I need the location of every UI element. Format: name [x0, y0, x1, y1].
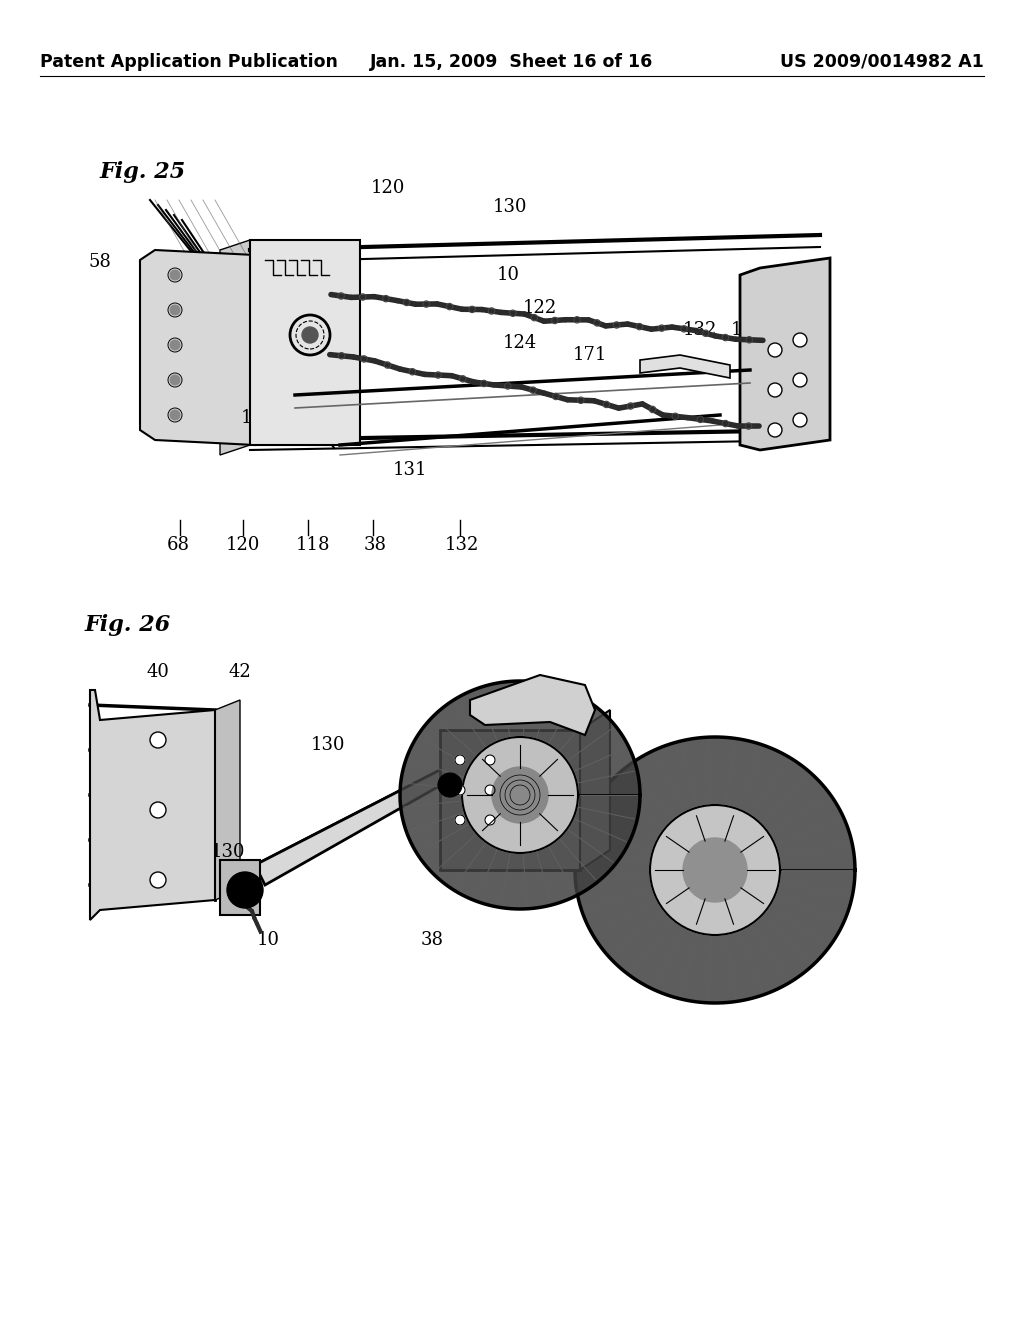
Polygon shape	[255, 770, 450, 884]
Circle shape	[170, 271, 180, 280]
Polygon shape	[90, 690, 215, 920]
Circle shape	[768, 383, 782, 397]
Text: 130: 130	[211, 843, 246, 861]
Text: Fig. 26: Fig. 26	[85, 614, 171, 636]
Polygon shape	[215, 700, 240, 900]
Text: 134: 134	[731, 321, 765, 339]
Circle shape	[233, 878, 257, 902]
Circle shape	[455, 785, 465, 795]
Text: 58: 58	[88, 253, 112, 271]
Bar	[440, 730, 580, 870]
Circle shape	[683, 838, 746, 902]
Polygon shape	[140, 249, 255, 445]
Text: Fig. 25: Fig. 25	[100, 161, 186, 183]
Text: 68: 68	[167, 536, 189, 554]
Text: 132: 132	[683, 321, 717, 339]
Circle shape	[485, 755, 495, 766]
Circle shape	[150, 803, 166, 818]
Circle shape	[650, 805, 780, 935]
Text: Jan. 15, 2009  Sheet 16 of 16: Jan. 15, 2009 Sheet 16 of 16	[371, 53, 653, 71]
Circle shape	[442, 777, 458, 793]
Circle shape	[793, 333, 807, 347]
Circle shape	[768, 422, 782, 437]
Text: 38: 38	[421, 931, 443, 949]
Circle shape	[462, 737, 578, 853]
Circle shape	[170, 305, 180, 315]
Circle shape	[239, 884, 251, 896]
Polygon shape	[470, 675, 595, 735]
Bar	[250, 240, 360, 445]
Text: 118: 118	[296, 536, 331, 554]
Text: 134: 134	[442, 829, 477, 847]
Bar	[220, 861, 260, 915]
Polygon shape	[575, 737, 855, 1003]
Circle shape	[170, 341, 180, 350]
Text: 130: 130	[241, 409, 275, 426]
Polygon shape	[220, 240, 250, 455]
Text: 120: 120	[226, 536, 260, 554]
Text: 120: 120	[371, 180, 406, 197]
Circle shape	[455, 755, 465, 766]
Circle shape	[150, 733, 166, 748]
Text: 10: 10	[497, 267, 519, 284]
Polygon shape	[740, 257, 830, 450]
Circle shape	[492, 767, 548, 822]
Text: 130: 130	[493, 198, 527, 216]
Text: 38: 38	[364, 536, 386, 554]
Text: 122: 122	[523, 300, 557, 317]
Text: 171: 171	[572, 346, 607, 364]
Polygon shape	[640, 355, 730, 378]
Text: 132: 132	[444, 536, 479, 554]
Circle shape	[170, 411, 180, 420]
Text: 10: 10	[256, 931, 280, 949]
Circle shape	[438, 774, 462, 797]
Circle shape	[227, 873, 263, 908]
Text: 132: 132	[451, 807, 485, 824]
Circle shape	[793, 374, 807, 387]
Circle shape	[793, 413, 807, 426]
Polygon shape	[400, 681, 640, 909]
Circle shape	[485, 785, 495, 795]
Circle shape	[455, 814, 465, 825]
Circle shape	[768, 343, 782, 356]
Circle shape	[446, 781, 454, 789]
Circle shape	[485, 814, 495, 825]
Text: 131: 131	[393, 461, 427, 479]
Text: US 2009/0014982 A1: US 2009/0014982 A1	[780, 53, 984, 71]
Circle shape	[302, 327, 318, 343]
Text: 130: 130	[310, 737, 345, 754]
Circle shape	[170, 375, 180, 385]
Text: 124: 124	[503, 334, 538, 352]
Text: 40: 40	[146, 663, 169, 681]
Text: 42: 42	[228, 663, 251, 681]
Circle shape	[150, 873, 166, 888]
Text: Patent Application Publication: Patent Application Publication	[40, 53, 338, 71]
Polygon shape	[580, 710, 610, 870]
